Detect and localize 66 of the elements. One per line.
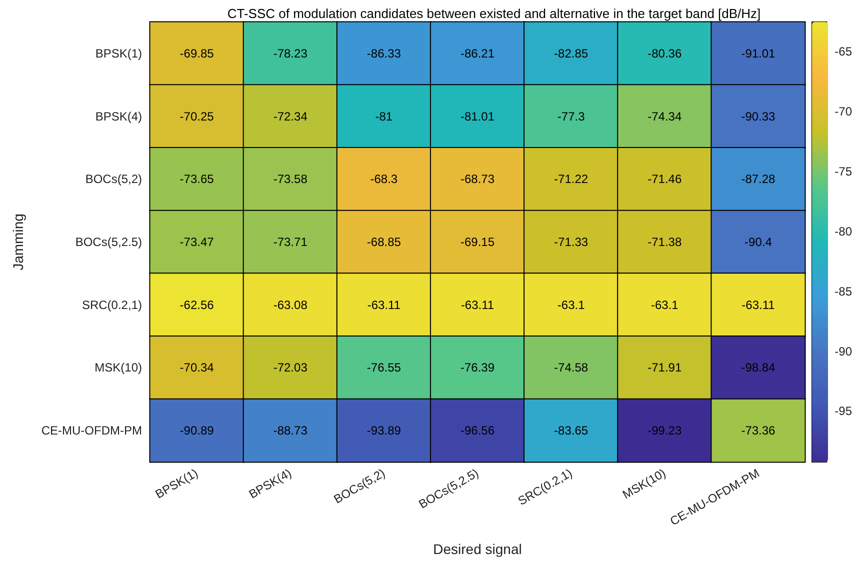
data-label: -86.21: [460, 46, 495, 60]
data-label: -98.84: [741, 360, 776, 375]
data-label: -73.65: [180, 172, 214, 186]
data-label: -90.4: [744, 235, 772, 249]
data-label: -68.85: [366, 235, 402, 249]
color-bar-label: -75: [834, 164, 852, 178]
color-bar-label: -90: [834, 344, 852, 358]
data-label: -90.33: [741, 109, 776, 124]
data-label: -63.11: [367, 298, 401, 312]
y-tick-label: BPSK(1): [95, 46, 142, 60]
data-label: -88.73: [273, 424, 308, 438]
data-label: -76.39: [460, 360, 495, 375]
y-axis-title: Jamming: [10, 214, 26, 270]
data-label: -99.23: [648, 424, 682, 438]
color-bar-label: -85: [834, 284, 852, 298]
data-label: -71.38: [648, 235, 682, 249]
data-label: -73.71: [273, 235, 308, 249]
y-tick-label: MSK(10): [94, 360, 142, 375]
data-label: -72.34: [273, 109, 308, 124]
data-label: -87.28: [741, 172, 776, 186]
data-label: -73.36: [741, 424, 776, 438]
data-label: -68.73: [460, 172, 495, 186]
x-axis-title: Desired signal: [433, 541, 522, 557]
color-bar-label: -95: [834, 404, 852, 418]
data-label: -70.25: [180, 109, 214, 124]
data-label: -71.46: [648, 172, 682, 186]
y-tick-label: BOCs(5,2): [85, 172, 142, 186]
data-label: -71.33: [554, 235, 588, 249]
y-tick-label: CE-MU-OFDM-PM: [41, 424, 142, 438]
color-bar-label: -80: [834, 224, 852, 238]
data-label: -91.01: [741, 46, 776, 60]
data-label: -68.3: [370, 172, 398, 186]
y-tick-label: BPSK(4): [95, 109, 142, 124]
data-label: -80.36: [648, 46, 682, 60]
data-label: -81.01: [460, 109, 495, 124]
data-label: -63.11: [742, 298, 776, 312]
data-label: -93.89: [366, 424, 402, 438]
data-label: -78.23: [273, 46, 308, 60]
data-label: -77.3: [557, 109, 586, 124]
color-bar-label: -65: [834, 44, 852, 58]
data-label: -63.08: [273, 298, 308, 312]
y-tick-label: SRC(0.2,1): [82, 298, 142, 312]
data-label: -74.34: [648, 109, 682, 124]
data-label: -72.03: [273, 360, 308, 375]
data-label: -96.56: [460, 424, 495, 438]
data-label: -83.65: [554, 424, 588, 438]
data-label: -82.85: [554, 46, 588, 60]
chart-title: CT-SSC of modulation candidates between existed and alternative in the target band [dB/Hz]: [227, 6, 761, 21]
data-label: -62.56: [180, 298, 214, 312]
data-label: -81: [375, 109, 393, 124]
data-label: -63.1: [557, 298, 586, 312]
data-label: -63.11: [460, 298, 494, 312]
data-label: -63.1: [650, 298, 679, 312]
data-label: -70.34: [180, 360, 214, 375]
data-label: -86.33: [366, 46, 402, 60]
data-label: -71.91: [648, 360, 682, 375]
data-label: -73.47: [180, 235, 214, 249]
data-label: -73.58: [273, 172, 308, 186]
data-label: -76.55: [366, 360, 402, 375]
data-label: -69.85: [180, 46, 214, 60]
data-label: -71.22: [554, 172, 588, 186]
data-label: -90.89: [180, 424, 214, 438]
data-label: -74.58: [554, 360, 588, 375]
y-tick-label: BOCs(5,2.5): [75, 235, 142, 249]
color-bar-label: -70: [834, 104, 852, 118]
data-label: -69.15: [460, 235, 495, 249]
